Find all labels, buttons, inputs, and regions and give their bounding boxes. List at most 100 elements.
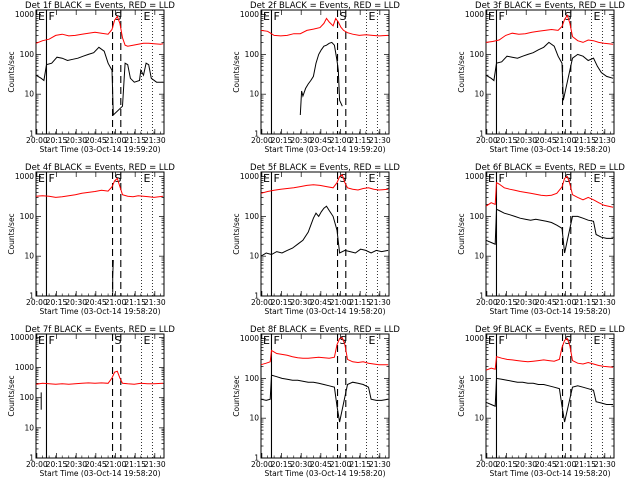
chart-panel-7: Det 7f BLACK = Events, RED = LLD 1 10 100 10… xyxy=(7,325,175,478)
series-red-lld xyxy=(35,370,164,385)
x-tick-label: 21:00 xyxy=(555,460,577,469)
x-tick-label: 21:15 xyxy=(124,460,146,469)
x-tick-label: 21:30 xyxy=(369,136,391,145)
marker-e: E xyxy=(144,172,151,185)
x-tick-label: 21:30 xyxy=(594,136,616,145)
x-tick-label: 21:15 xyxy=(349,136,371,145)
series-red-lld xyxy=(485,175,614,208)
x-tick-label: 21:15 xyxy=(349,298,371,307)
plot-frame xyxy=(260,171,390,297)
marker-e: E xyxy=(488,334,495,347)
y-tick-label: 100 xyxy=(470,50,485,59)
marker-f: F xyxy=(48,10,54,23)
chart-panel-4: Det 4f BLACK = Events, RED = LLD 1 10 100 10… xyxy=(7,163,175,316)
plot-frame xyxy=(485,333,615,459)
y-tick-label: 1000 xyxy=(240,334,259,343)
x-axis-label: Start Time (03-Oct-14 19:58:20) xyxy=(264,307,385,316)
marker-f: F xyxy=(273,172,279,185)
chart-panel-3: Det 3f BLACK = Events, RED = LLD 1 10 100 10… xyxy=(457,1,625,154)
y-tick-label: 1000 xyxy=(15,363,34,372)
marker-e: E xyxy=(488,172,495,185)
marker-f: F xyxy=(48,172,54,185)
marker-e: E xyxy=(263,172,270,185)
x-axis-label: Start Time (03-Oct-14 19:59:20) xyxy=(264,145,385,154)
chart-title: Det 8f BLACK = Events, RED = LLD xyxy=(250,325,400,335)
x-tick-label: 20:45 xyxy=(535,298,557,307)
plot-frame xyxy=(35,9,165,135)
marker-e: E xyxy=(38,172,45,185)
marker-e: E xyxy=(594,172,601,185)
x-tick-label: 20:00 xyxy=(476,460,498,469)
y-tick-label: 10 xyxy=(474,252,484,261)
chart-title: Det 6f BLACK = Events, RED = LLD xyxy=(475,163,625,173)
x-tick-label: 20:15 xyxy=(496,136,518,145)
y-axis-label: Counts/sec xyxy=(7,375,16,416)
marker-e: E xyxy=(263,334,270,347)
y-tick-label: 10 xyxy=(24,423,34,432)
x-tick-label: 21:30 xyxy=(594,298,616,307)
x-tick-label: 20:00 xyxy=(251,136,273,145)
x-tick-label: 20:00 xyxy=(26,460,48,469)
y-axis-label: Counts/sec xyxy=(457,375,466,416)
x-tick-label: 20:15 xyxy=(46,298,68,307)
x-axis-label: Start Time (03-Oct-14 19:58:20) xyxy=(39,307,160,316)
series-red-lld xyxy=(35,177,164,198)
y-axis-label: Counts/sec xyxy=(232,51,241,92)
x-tick-label: 20:15 xyxy=(271,136,293,145)
y-tick-label: 1000 xyxy=(15,10,34,19)
y-tick-label: 100 xyxy=(245,374,260,383)
y-tick-label: 1 xyxy=(254,292,259,301)
marker-e: E xyxy=(144,334,151,347)
x-tick-label: 20:00 xyxy=(476,136,498,145)
x-tick-label: 21:15 xyxy=(574,460,596,469)
chart-title: Det 3f BLACK = Events, RED = LLD xyxy=(475,1,625,11)
x-axis-label: Start Time (03-Oct-14 19:58:20) xyxy=(264,469,385,478)
chart-title: Det 5f BLACK = Events, RED = LLD xyxy=(250,163,400,173)
y-tick-label: 1000 xyxy=(465,334,484,343)
y-axis-label: Counts/sec xyxy=(232,375,241,416)
y-axis-label: Counts/sec xyxy=(7,51,16,92)
series-red-lld xyxy=(260,174,389,194)
x-tick-label: 21:00 xyxy=(555,298,577,307)
y-tick-label: 1 xyxy=(254,454,259,463)
series-red-lld xyxy=(260,337,389,366)
x-axis-label: Start Time (03-Oct-14 19:59:20) xyxy=(39,145,160,154)
marker-f: F xyxy=(498,334,504,347)
x-tick-label: 21:30 xyxy=(369,460,391,469)
y-tick-label: 10 xyxy=(24,252,34,261)
x-tick-label: 21:00 xyxy=(105,460,127,469)
y-tick-label: 1 xyxy=(254,130,259,139)
x-tick-label: 21:30 xyxy=(144,136,166,145)
x-tick-label: 20:30 xyxy=(515,136,537,145)
x-tick-label: 21:15 xyxy=(124,136,146,145)
x-axis-label: Start Time (03-Oct-14 19:58:20) xyxy=(489,145,610,154)
plot-frame xyxy=(35,333,165,459)
y-tick-label: 1 xyxy=(479,292,484,301)
chart-panel-5: Det 5f BLACK = Events, RED = LLD 1 10 100 10… xyxy=(232,163,400,316)
y-tick-label: 1 xyxy=(29,292,34,301)
series-red-lld xyxy=(35,15,164,47)
marker-e: E xyxy=(594,334,601,347)
series-black-events xyxy=(35,46,164,117)
y-tick-label: 10 xyxy=(249,414,259,423)
plot-frame xyxy=(260,333,390,459)
chart-title: Det 9f BLACK = Events, RED = LLD xyxy=(475,325,625,335)
x-tick-label: 21:00 xyxy=(330,460,352,469)
x-tick-label: 20:00 xyxy=(251,460,273,469)
series-red-lld xyxy=(260,17,389,37)
marker-e: E xyxy=(369,10,376,23)
y-tick-label: 100 xyxy=(245,50,260,59)
x-tick-label: 20:45 xyxy=(310,460,332,469)
y-tick-label: 100 xyxy=(20,50,35,59)
y-axis-label: Counts/sec xyxy=(457,213,466,254)
y-tick-label: 10000 xyxy=(10,333,34,342)
marker-s: S xyxy=(340,10,347,23)
y-tick-label: 100 xyxy=(470,374,485,383)
x-axis-label: Start Time (03-Oct-14 19:58:20) xyxy=(489,307,610,316)
x-tick-label: 20:30 xyxy=(515,298,537,307)
marker-e: E xyxy=(38,10,45,23)
y-tick-label: 1000 xyxy=(15,172,34,181)
x-tick-label: 21:00 xyxy=(330,136,352,145)
y-tick-label: 1 xyxy=(29,454,34,463)
